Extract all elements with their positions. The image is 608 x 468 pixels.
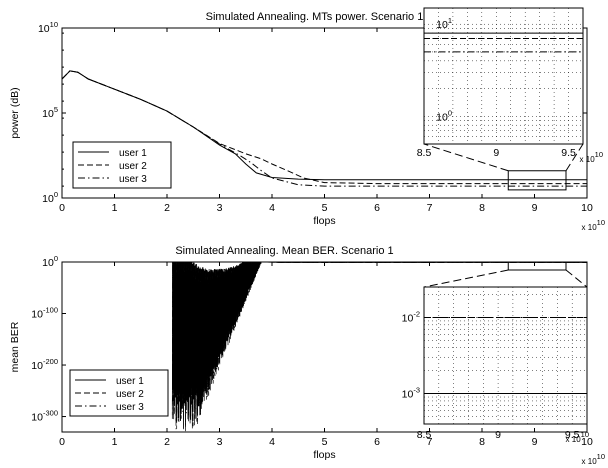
legend-label: user 3 [116,402,144,413]
inset-y-tick-label: 10-2 [402,309,420,324]
x-tick-label: 3 [217,202,223,214]
legend-label: user 2 [119,161,147,172]
x-tick-label: 4 [269,436,275,448]
inset-area [423,7,584,145]
inset-x-tick-label: 9.5 [561,147,576,159]
y-tick-label: 105 [42,105,58,120]
x-tick-label: 10 [581,436,593,448]
zoom-box [507,261,567,271]
y-tick-label: 100 [42,254,58,269]
series-line-2 [61,70,587,185]
series-line-3 [61,70,587,187]
inset-x-multiplier: x 1010 [566,430,589,444]
x-tick-label: 10 [581,202,593,214]
zoom-connector [565,269,588,288]
zoom-connector [423,269,509,288]
chart-power: Simulated Annealing. MTs power. Scenario… [9,7,605,232]
zoom-connector [565,143,584,172]
x-tick-label: 9 [532,202,538,214]
x-tick-label: 8 [479,436,485,448]
x-tick-label: 8 [479,202,485,214]
inset-y-tick-label: 10-3 [402,386,420,401]
inset-x-tick-label: 9.5 [565,429,580,441]
x-tick-label: 3 [217,436,223,448]
x-tick-label: 0 [59,436,65,448]
x-tick-label: 1 [112,202,118,214]
inset-x-tick-label: 9 [495,429,501,441]
y-tick-label: 10-200 [31,357,58,372]
chart-title: Simulated Annealing. MTs power. Scenario… [206,11,424,23]
x-axis-label: flops [313,215,335,227]
x-tick-label: 7 [427,436,433,448]
x-tick-label: 2 [164,202,170,214]
x-multiplier: x 1010 [582,452,605,466]
inset-x-tick-label: 9 [493,147,499,159]
inset-area [423,286,588,425]
inset-x-tick-label: 8.5 [417,147,432,159]
inset-y-tick-label: 101 [436,16,452,31]
inset-y-tick-label: 100 [436,108,452,123]
chart-title: Simulated Annealing. Mean BER. Scenario … [175,245,393,257]
inset-x-multiplier: x 1010 [580,150,603,164]
legend-label: user 2 [116,389,144,400]
y-tick-label: 10-100 [31,306,58,321]
x-tick-label: 5 [322,202,328,214]
legend: user 1 user 2 user 3 [69,369,169,417]
x-axis-label: flops [313,449,335,461]
x-tick-label: 4 [269,202,275,214]
legend-label: user 1 [119,148,147,159]
legend-label: user 3 [119,174,147,185]
x-tick-label: 5 [322,436,328,448]
y-axis-label: power (dB) [9,87,21,138]
legend-label: user 1 [116,376,144,387]
x-tick-label: 6 [374,436,380,448]
x-multiplier: x 1010 [582,218,605,232]
series-line-3 [171,261,587,433]
zoom-box [507,170,567,191]
x-tick-label: 6 [374,202,380,214]
inset-ber: 8.5 9 9.5 10-2 10-3 x 1010 [402,286,589,444]
x-tick-label: 7 [427,202,433,214]
y-tick-label: 1010 [38,20,58,35]
x-tick-label: 9 [532,436,538,448]
y-tick-label: 100 [42,190,58,205]
inset-x-tick-label: 8.5 [417,429,432,441]
inset-power: 8.5 9 9.5 100 101 x 1010 [417,7,603,164]
y-tick-label: 10-300 [31,409,58,424]
zoom-connector [423,143,509,172]
legend: user 1 user 2 user 3 [72,141,172,189]
chart-ber: Simulated Annealing. Mean BER. Scenario … [9,245,605,466]
x-tick-label: 1 [112,436,118,448]
y-axis-label: mean BER [9,321,21,372]
x-tick-label: 2 [164,436,170,448]
x-tick-label: 0 [59,202,65,214]
